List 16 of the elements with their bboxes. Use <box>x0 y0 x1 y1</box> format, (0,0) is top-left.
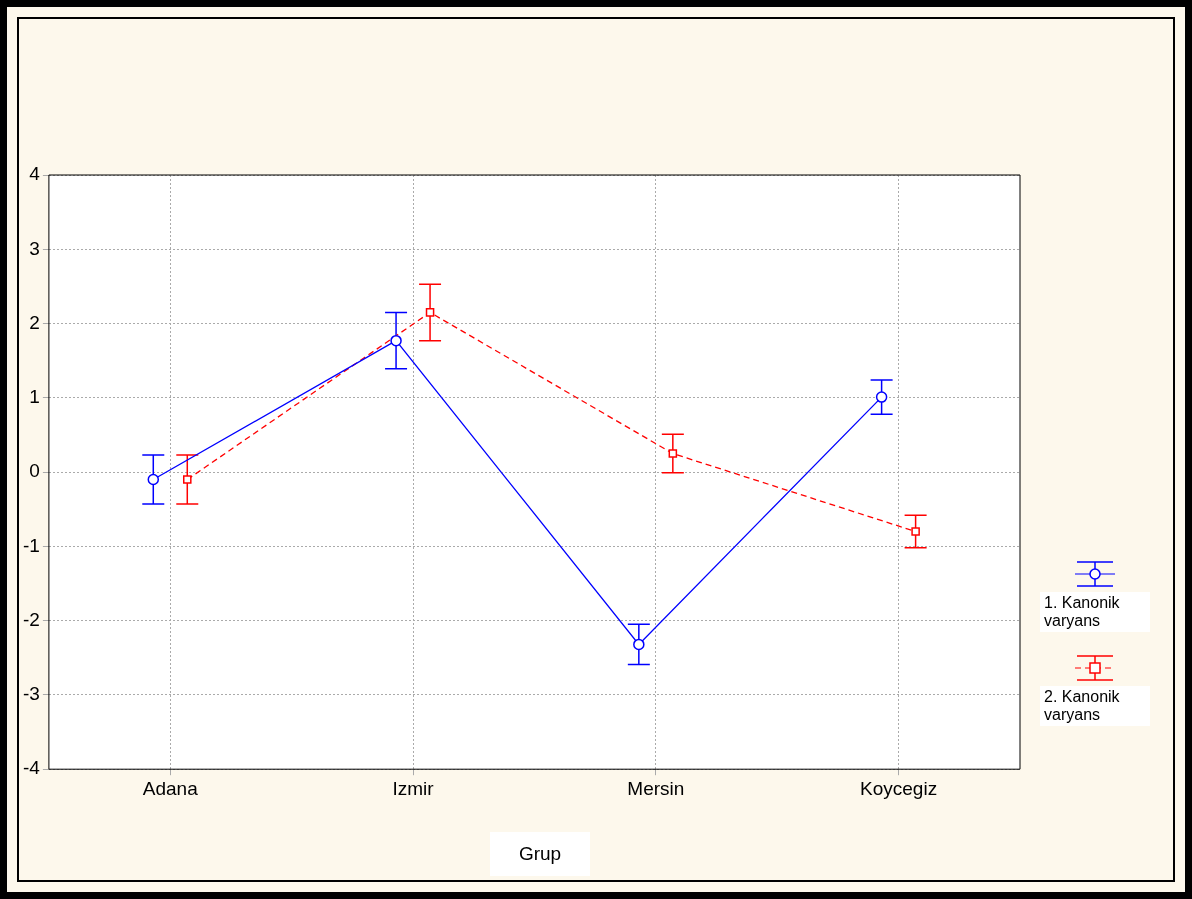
x-tick-label: Mersin <box>627 777 685 799</box>
y-tick-label: -4 <box>22 757 41 779</box>
x-tick-label: Izmir <box>392 777 435 799</box>
y-tick-label: 3 <box>29 237 40 259</box>
y-tick-label: 4 <box>29 163 41 185</box>
x-tick-label: Koycegiz <box>860 777 938 799</box>
x-axis-title: Grup <box>490 832 590 876</box>
legend-label: 1. Kanonik varyans <box>1040 592 1150 632</box>
y-tick-label: -1 <box>22 534 40 556</box>
x-tick-label: Adana <box>142 777 199 799</box>
legend-label: 2. Kanonik varyans <box>1040 686 1150 726</box>
y-tick-label: -2 <box>22 608 40 630</box>
y-tick-label: -3 <box>22 683 40 705</box>
y-tick-label: 0 <box>29 460 40 482</box>
y-tick-label: 2 <box>29 311 40 333</box>
y-tick-label: 1 <box>29 386 40 408</box>
